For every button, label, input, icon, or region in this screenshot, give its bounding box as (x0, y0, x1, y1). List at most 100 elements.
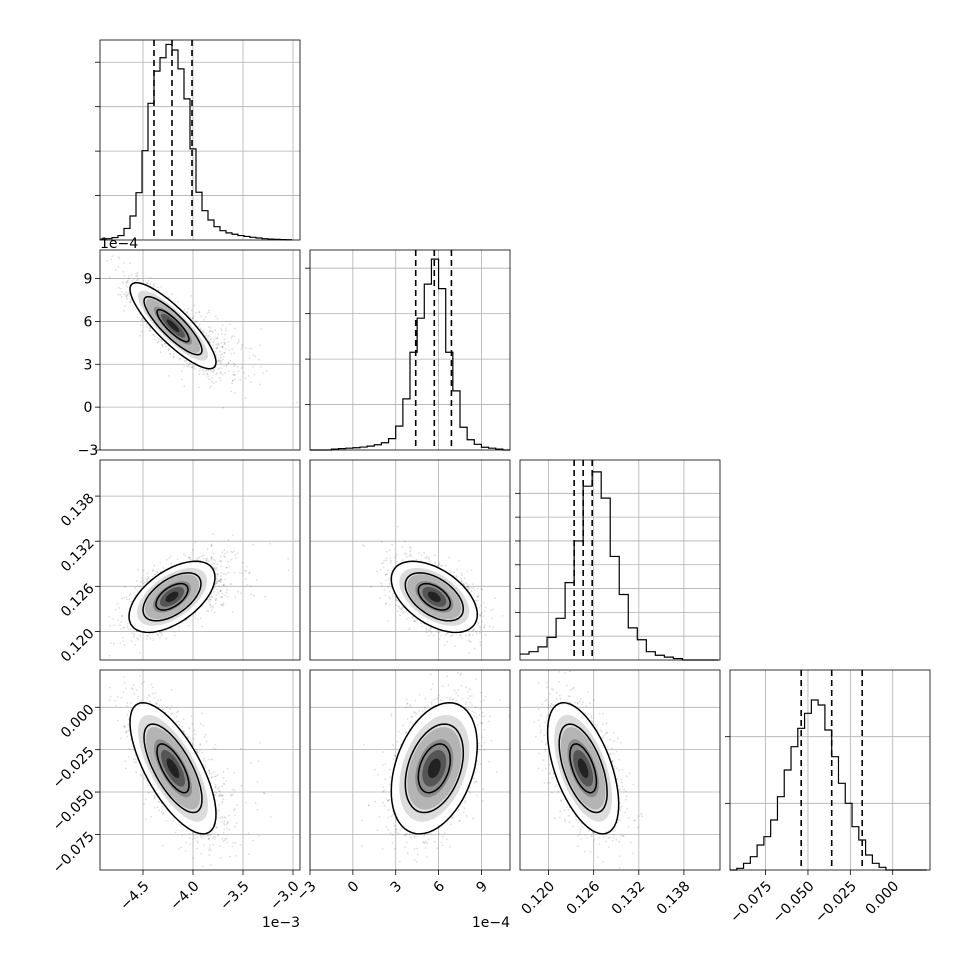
sample-point (215, 582, 218, 584)
sample-point (193, 304, 196, 307)
sample-point (135, 630, 138, 633)
sample-point (148, 329, 151, 332)
sample-point (176, 558, 179, 561)
sample-point (220, 327, 223, 330)
sample-point (225, 364, 228, 366)
sample-point (191, 365, 194, 368)
sample-point (237, 590, 240, 593)
sample-point (111, 255, 114, 257)
sample-point (227, 362, 230, 365)
sample-point (220, 560, 223, 563)
sample-point (208, 330, 211, 333)
sample-point (145, 638, 148, 641)
sample-point (145, 578, 148, 581)
sample-point (119, 642, 122, 644)
sample-point (198, 311, 201, 313)
sample-point (190, 295, 193, 297)
sample-point (253, 594, 256, 597)
sample-point (216, 337, 219, 340)
sample-point (233, 392, 236, 394)
sample-point (236, 365, 239, 368)
y-tick-label: 3 (84, 357, 93, 373)
sample-point (123, 597, 126, 599)
sample-point (211, 376, 214, 379)
sample-point (198, 373, 201, 376)
sample-point (233, 352, 236, 354)
sample-point (220, 578, 223, 581)
sample-point (141, 579, 144, 582)
sample-point (210, 606, 212, 608)
sample-point (223, 583, 225, 586)
sample-point (158, 338, 160, 340)
sample-point (189, 558, 192, 561)
sample-point (210, 543, 213, 546)
sample-point (220, 578, 222, 581)
sample-point (296, 401, 299, 404)
sample-point (126, 282, 129, 284)
sample-point (210, 544, 213, 547)
sample-point (253, 373, 256, 376)
sample-point (227, 340, 230, 343)
sample-point (208, 601, 211, 603)
sample-point (194, 617, 197, 620)
sample-point (254, 355, 257, 358)
sample-point (117, 293, 119, 296)
sample-point (218, 585, 221, 587)
sample-point (190, 366, 193, 369)
sample-point (162, 345, 165, 348)
sample-point (217, 592, 220, 594)
sample-point (137, 278, 140, 281)
sample-point (153, 564, 156, 567)
histogram-panel-2 (515, 459, 721, 661)
sample-point (137, 568, 139, 571)
sample-point (206, 558, 209, 560)
sample-point (185, 360, 187, 362)
sample-point (193, 365, 196, 368)
sample-point (245, 565, 248, 568)
sample-point (225, 591, 228, 594)
sample-point (173, 634, 176, 637)
sample-point (264, 595, 267, 598)
sample-point (225, 566, 228, 569)
sample-point (230, 352, 233, 355)
sample-point (156, 571, 159, 573)
sample-point (134, 275, 137, 277)
sample-point (206, 337, 209, 340)
sample-point (171, 628, 174, 630)
sample-point (245, 570, 247, 572)
sample-point (219, 372, 222, 375)
sample-point (220, 596, 223, 599)
sample-point (306, 534, 308, 536)
sample-point (198, 386, 200, 389)
sample-point (113, 624, 116, 627)
sample-point (239, 379, 242, 381)
sample-point (125, 293, 128, 296)
sample-point (210, 545, 213, 548)
sample-point (152, 570, 155, 572)
sample-point (119, 628, 122, 630)
sample-point (127, 277, 130, 280)
sample-point (149, 327, 151, 330)
sample-point (121, 597, 123, 600)
sample-point (231, 551, 234, 554)
sample-point (157, 289, 160, 292)
sample-point (138, 585, 141, 588)
sample-point (207, 598, 210, 601)
panel-background (730, 670, 930, 870)
sample-point (144, 581, 147, 584)
sample-point (215, 347, 218, 350)
sample-point (210, 595, 213, 598)
sample-point (215, 353, 218, 356)
sample-point (192, 315, 195, 318)
sample-point (121, 637, 124, 639)
sample-point (210, 370, 212, 372)
sample-point (206, 548, 209, 551)
sample-point (198, 369, 201, 372)
sample-point (210, 330, 213, 332)
sample-point (151, 632, 154, 635)
sample-point (151, 569, 154, 571)
panel-content (106, 255, 299, 409)
sample-point (219, 354, 222, 357)
